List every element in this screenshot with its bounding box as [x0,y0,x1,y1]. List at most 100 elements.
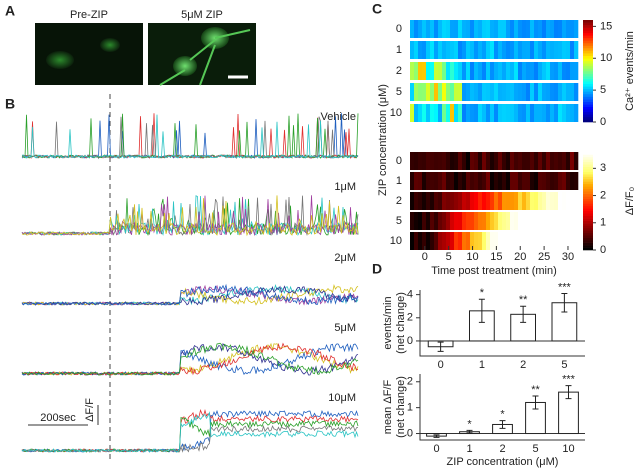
axis [419,290,585,357]
colorbar-cell [583,169,593,172]
error-bar [478,298,485,323]
heat-cell [482,83,487,101]
heat-cell [562,83,567,101]
error-bar [520,305,527,323]
heat-cell [566,104,571,122]
heat-cell [422,232,427,250]
colorbar-cell [583,37,593,41]
heat-cell [442,41,447,59]
colorbar-cell [583,93,593,97]
heat-cell [450,152,455,170]
heat-cell [530,62,535,80]
heat-cell [498,232,503,250]
heat-cell [534,83,539,101]
heat-cell [570,83,575,101]
heat-cell [410,83,415,101]
heat-cell [466,152,471,170]
colorbar-cell [583,27,593,31]
y-tick-label: 0 [407,335,413,347]
heat-cell [550,41,555,59]
heat-cell [446,62,451,80]
heat-cell [534,192,539,210]
x-tick-label: 1 [466,443,472,455]
heat-cell [474,192,479,210]
heat-cell [430,212,435,230]
error-bar [499,420,506,429]
heat-cell [518,83,523,101]
heat-cell [418,62,423,80]
heat-cell [482,192,487,210]
heat-cell [530,212,535,230]
heat-cell [498,192,503,210]
heat-cell [422,212,427,230]
colorbar-cell [583,171,593,175]
heat-cell [570,152,575,170]
panel-label: A [5,3,15,19]
heat-cell [566,232,571,250]
heat-cell [558,232,563,250]
heat-cell [434,232,439,250]
heat-cell [514,104,519,122]
error-bar [433,434,440,438]
heat-cell [554,41,559,59]
significance: *** [562,374,576,386]
heat-cell [494,212,499,230]
heat-cell [534,104,539,122]
heat-cell [570,232,575,250]
colorbar-cell [583,188,593,192]
heat-cell [462,212,467,230]
heat-cell [414,20,419,38]
heat-cell [466,104,471,122]
heat-cell [474,20,479,38]
heat-cell [430,192,435,210]
heat-cell [542,83,547,101]
heat-cell [414,212,419,230]
heat-cell [438,83,443,101]
heat-cell [550,152,555,170]
row-label: 10 [390,107,402,119]
heat-cell [422,62,427,80]
colorbar-tick-label: 2 [600,189,606,201]
heat-cell [426,152,431,170]
colorbar-cell [583,88,593,92]
heat-cell [486,152,491,170]
heat-cell [482,152,487,170]
heat-cell [526,41,531,59]
heat-cell [458,41,463,59]
heat-cell [410,192,415,210]
heat-cell [574,20,579,38]
heat-cell [534,172,539,190]
colorbar-cell [583,99,593,102]
heat-cell [414,172,419,190]
heat-cell [454,83,459,101]
heat-cell [430,62,435,80]
colorbar-cell [583,191,593,194]
heat-cell [478,152,483,170]
colorbar-tick-label: 0 [600,244,606,256]
trace [21,283,359,306]
heat-cell [542,212,547,230]
heat-cell [490,172,495,190]
heat-cell [430,232,435,250]
heat-cell [522,62,527,80]
heat-cell [538,192,543,210]
heat-cell [502,62,507,80]
heat-cell [414,104,419,122]
colorbar-cell [583,73,593,77]
colorbar-tick-label: 1 [600,217,606,229]
colorbar-cell [583,60,593,64]
heat-cell [442,20,447,38]
heat-cell [542,104,547,122]
heat-cell [550,212,555,230]
heat-cell [574,232,579,250]
heat-cell [510,232,515,250]
heat-cell [502,152,507,170]
x-tick-label: 0 [433,443,439,455]
heat-cell [538,83,543,101]
heat-cell [546,62,551,80]
y-tick-label: 1 [407,402,413,414]
heat-cell [454,41,459,59]
heat-cell [430,83,435,101]
heat-cell [486,41,491,59]
heat-cell [538,62,543,80]
